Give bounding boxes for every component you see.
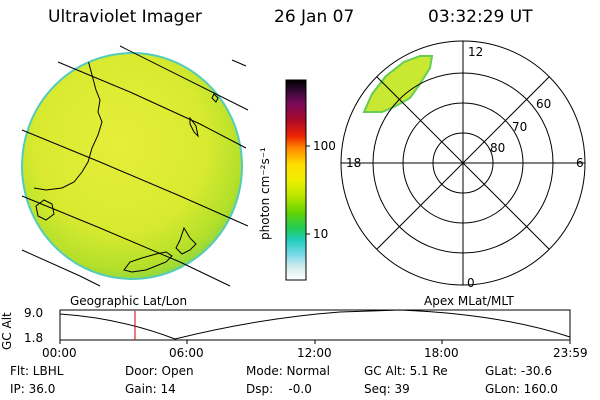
colorbar-tick-100: 100 (313, 139, 336, 153)
info-flt: Flt: LBHL (10, 364, 64, 378)
geographic-map (21, 45, 249, 287)
lat-label-60: 60 (536, 97, 552, 111)
alt-xtick-0000: 00:00 (42, 346, 77, 360)
coastline-new-caledonia (189, 116, 199, 138)
altitude-plot (59, 309, 571, 344)
colorbar (285, 79, 310, 281)
mlt-label-6: 6 (576, 156, 584, 170)
coastline-tasmania (35, 199, 55, 221)
info-seq: Seq: 39 (364, 382, 410, 396)
info-ip: IP: 36.0 (10, 382, 56, 396)
lat-label-70: 70 (512, 120, 528, 134)
mlt-label-18: 18 (346, 156, 362, 170)
alt-xtick-1200: 12:00 (297, 346, 332, 360)
alt-ytick-1-8: 1.8 (24, 331, 44, 345)
coastline-vanuatu (211, 93, 219, 103)
coastline-australia (33, 59, 103, 191)
alt-xtick-0600: 06:00 (169, 346, 204, 360)
lat-label-80: 80 (490, 141, 506, 155)
info-dsp: Dsp: -0.0 (246, 382, 312, 396)
aurora-patch (362, 55, 434, 113)
date-label: 26 Jan 07 (274, 7, 355, 27)
instrument-title: Ultraviolet Imager (48, 7, 202, 27)
time-label: 03:32:29 UT (428, 7, 533, 27)
info-mode: Mode: Normal (246, 364, 330, 378)
info-glat: GLat: -30.6 (485, 364, 552, 378)
mlt-label-0: 0 (467, 276, 475, 290)
alt-ytick-9: 9.0 (24, 306, 44, 320)
colorbar-unit-label: photon cm⁻²s⁻¹ (258, 147, 272, 240)
colorbar-tick-10: 10 (313, 227, 329, 241)
apex-label: Apex MLat/MLT (424, 294, 514, 308)
info-door: Door: Open (125, 364, 194, 378)
alt-ylabel: GC Alt (0, 312, 14, 350)
alt-xtick-1800: 18:00 (424, 346, 459, 360)
info-gain: Gain: 14 (125, 382, 176, 396)
polar-plot (340, 40, 586, 286)
coastline-nz-north (175, 226, 197, 255)
graticule (21, 45, 249, 287)
alt-xtick-2359: 23:59 (553, 346, 588, 360)
mlt-label-12: 12 (468, 45, 484, 59)
geographic-label: Geographic Lat/Lon (70, 294, 188, 308)
info-gc-alt: GC Alt: 5.1 Re (364, 364, 448, 378)
info-glon: GLon: 160.0 (485, 382, 558, 396)
